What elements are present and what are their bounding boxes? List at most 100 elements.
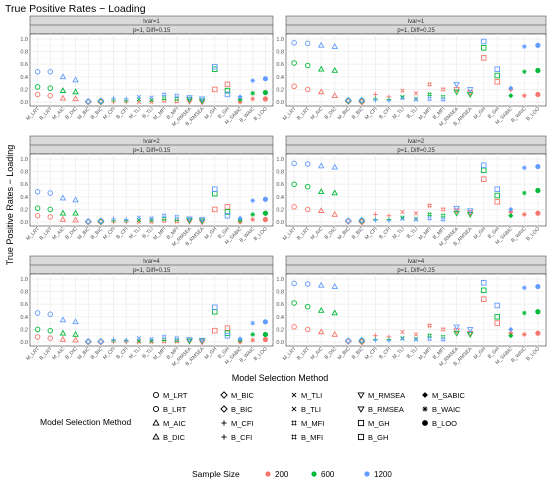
x-tick-label: B_CFI	[115, 226, 129, 240]
x-tick-label: M_CFI	[364, 226, 379, 241]
data-point	[149, 339, 154, 345]
data-point	[494, 302, 501, 309]
y-axis-label: True Positive Rates − Loading	[5, 145, 15, 266]
x-tick-label: M_BIC	[337, 106, 352, 121]
data-point	[373, 337, 378, 343]
data-point	[413, 211, 419, 216]
data-point	[149, 336, 154, 342]
data-point	[304, 303, 311, 310]
data-point	[47, 311, 54, 318]
x-tick-label: B_BIC	[351, 226, 366, 241]
data-point	[198, 218, 206, 225]
x-tick-label: M_TLI	[392, 346, 406, 360]
method-legend-label: B_WAIC	[432, 405, 461, 414]
data-point	[174, 335, 180, 341]
x-tick-label: M_BIC	[337, 226, 352, 241]
x-tick-label: M_TLI	[128, 226, 142, 240]
method-legend-label: B_BIC	[231, 405, 253, 414]
data-point	[34, 84, 41, 90]
data-point	[136, 215, 142, 220]
data-point	[535, 187, 541, 194]
data-point	[386, 218, 392, 224]
data-point	[317, 306, 325, 313]
data-point	[494, 66, 501, 72]
data-point	[373, 97, 378, 103]
facet-strip-label: lvar=1	[408, 19, 425, 25]
x-tick-label: M_BIC	[337, 346, 352, 361]
data-point	[317, 88, 325, 95]
data-point	[291, 60, 297, 66]
data-point	[198, 219, 206, 226]
method-legend-key	[221, 420, 227, 426]
x-tick-label: B_LRT	[38, 346, 53, 361]
data-point	[291, 181, 297, 187]
data-point	[47, 85, 54, 91]
data-point	[224, 87, 231, 94]
data-point	[304, 281, 311, 287]
data-point	[480, 162, 487, 169]
x-tick-label: M_BIC	[77, 226, 92, 241]
data-point	[508, 213, 514, 219]
data-point	[212, 304, 218, 311]
data-point	[262, 196, 269, 202]
x-tick-label: B_WAIC	[510, 226, 528, 244]
data-point	[198, 339, 206, 346]
data-point	[72, 95, 79, 102]
data-point	[522, 44, 527, 49]
x-tick-label: B_LOO	[253, 106, 269, 122]
y-tick-label: 1.0	[276, 37, 284, 43]
data-point	[358, 216, 366, 224]
data-point	[304, 86, 311, 93]
data-point	[59, 215, 67, 222]
data-point	[344, 337, 352, 345]
x-tick-label: M_TLI	[392, 106, 406, 120]
x-tick-label: B_LOO	[525, 226, 541, 242]
x-tick-label: M_AIC	[310, 346, 325, 361]
x-tick-label: M_CFI	[102, 226, 117, 241]
y-tick-label: 0.4	[20, 315, 28, 321]
data-point	[427, 333, 432, 338]
x-tick-label: B_BIC	[351, 346, 366, 361]
data-point	[535, 309, 541, 315]
y-tick-label: 0.0	[276, 220, 284, 226]
x-tick-label: M_TLI	[392, 226, 406, 240]
data-point	[123, 337, 129, 343]
method-legend-entry: B_MFI	[291, 433, 323, 442]
facet-panel: lvar=2 p=1, Diff=0.25 0.0 0.2 0.4 0.6 0.8 1.0 M_…	[276, 135, 547, 248]
data-point	[47, 206, 54, 213]
data-point	[535, 330, 541, 336]
x-tick-label: M_LRT	[282, 106, 298, 122]
facet-strip-sublabel: p=1, Diff=0.25	[397, 148, 435, 154]
x-tick-label: M_AIC	[51, 226, 66, 241]
data-point	[453, 89, 460, 96]
x-tick-label: B_CFI	[115, 106, 129, 120]
facet-panel: lvar=1 p=1, Diff=0.25 0.0 0.2 0.4 0.6 0.8 1.0 M_…	[276, 15, 547, 128]
facet-strip-label: lvar=1	[143, 19, 160, 25]
data-point	[413, 332, 419, 337]
data-point	[186, 216, 193, 223]
data-point	[59, 316, 67, 323]
data-point	[161, 95, 167, 101]
data-point	[400, 94, 405, 100]
data-point	[84, 217, 92, 225]
data-point	[34, 69, 41, 75]
data-point	[250, 96, 256, 102]
data-point	[111, 216, 116, 222]
method-legend-entry: B_GH	[357, 433, 388, 442]
data-point	[262, 216, 269, 223]
data-point	[262, 331, 269, 338]
method-legend-entry: M_BIC	[220, 391, 255, 400]
data-point	[304, 326, 311, 333]
facet-strip-sublabel: p=1, Diff=0.15	[133, 28, 171, 34]
method-legend-key	[221, 434, 227, 440]
data-point	[466, 327, 474, 333]
data-point	[250, 337, 256, 343]
method-legend-entry: M_CFI	[221, 419, 254, 428]
method-legend-key	[152, 405, 160, 413]
sample-size-legend-key	[265, 471, 271, 477]
data-point	[440, 213, 446, 218]
x-tick-label: M_AIC	[51, 106, 66, 121]
data-point	[161, 213, 167, 218]
data-point	[331, 189, 339, 196]
data-point	[522, 332, 527, 337]
